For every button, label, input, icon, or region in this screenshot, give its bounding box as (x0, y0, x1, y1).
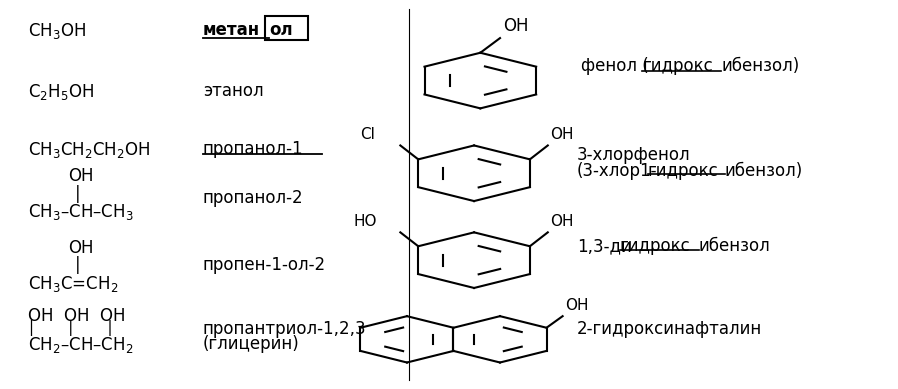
Text: OH: OH (68, 167, 94, 186)
Text: C$_2$H$_5$OH: C$_2$H$_5$OH (28, 82, 94, 102)
Text: |: | (75, 185, 81, 203)
Text: OH: OH (550, 214, 574, 229)
Text: |: | (75, 256, 81, 274)
Text: CH$_2$–CH–CH$_2$: CH$_2$–CH–CH$_2$ (28, 335, 134, 356)
Text: пропантриол-1,2,3: пропантриол-1,2,3 (203, 320, 366, 338)
Text: 2-гидроксинафталин: 2-гидроксинафталин (577, 320, 762, 338)
Text: CH$_3$C=CH$_2$: CH$_3$C=CH$_2$ (28, 274, 119, 294)
Text: (3-хлор1-: (3-хлор1- (577, 162, 657, 180)
Text: (глицерин): (глицерин) (203, 335, 300, 354)
Text: 1,3-ди: 1,3-ди (577, 237, 632, 255)
Text: OH: OH (68, 239, 94, 257)
Text: гидрокс: гидрокс (647, 162, 718, 180)
Text: CH$_3$OH: CH$_3$OH (28, 21, 86, 41)
Text: Cl: Cl (360, 127, 375, 142)
Text: пропанол-2: пропанол-2 (203, 189, 304, 207)
Text: пропанол-1: пропанол-1 (203, 140, 304, 158)
Text: этанол: этанол (203, 82, 263, 100)
Text: фенол (: фенол ( (582, 58, 649, 75)
Text: ол: ол (269, 21, 293, 39)
Text: OH: OH (566, 298, 589, 313)
Text: CH$_3$CH$_2$CH$_2$OH: CH$_3$CH$_2$CH$_2$OH (28, 140, 151, 160)
Text: ибензол: ибензол (699, 237, 770, 255)
Text: CH$_3$–CH–CH$_3$: CH$_3$–CH–CH$_3$ (28, 202, 134, 222)
Text: гидрокс: гидрокс (642, 58, 713, 75)
Text: 3-хлорфенол: 3-хлорфенол (577, 146, 691, 164)
Text: ибензол): ибензол) (725, 162, 803, 180)
Text: HO: HO (354, 214, 377, 229)
Text: гидрокс: гидрокс (620, 237, 691, 255)
Text: OH  OH  OH: OH OH OH (28, 307, 126, 324)
Text: OH: OH (503, 17, 528, 35)
Text: метан: метан (203, 21, 260, 39)
Text: ибензол): ибензол) (721, 58, 799, 75)
Text: OH: OH (550, 127, 574, 142)
Text: пропен-1-ол-2: пропен-1-ол-2 (203, 256, 326, 274)
Text: |       |       |: | | | (29, 320, 113, 336)
